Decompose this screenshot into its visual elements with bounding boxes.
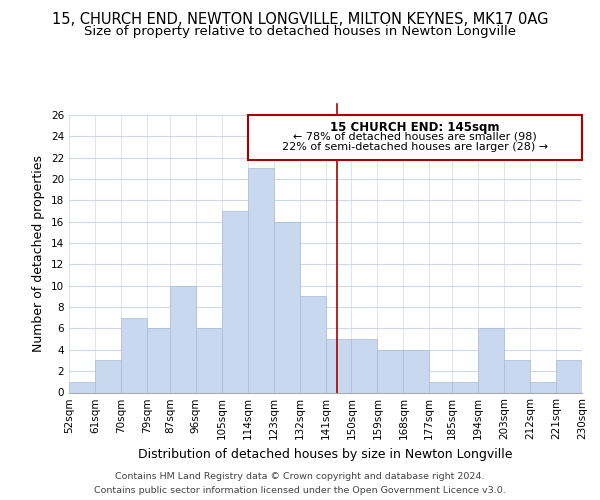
Text: 15 CHURCH END: 145sqm: 15 CHURCH END: 145sqm xyxy=(330,121,500,134)
Bar xyxy=(556,360,582,392)
Bar xyxy=(248,168,274,392)
Bar xyxy=(196,328,222,392)
Bar xyxy=(478,328,504,392)
Y-axis label: Number of detached properties: Number of detached properties xyxy=(32,155,46,352)
Bar xyxy=(222,211,248,392)
Bar xyxy=(377,350,403,393)
Bar xyxy=(352,339,377,392)
Bar xyxy=(452,382,478,392)
Bar xyxy=(299,296,325,392)
Bar xyxy=(429,382,452,392)
Text: 22% of semi-detached houses are larger (28) →: 22% of semi-detached houses are larger (… xyxy=(282,142,548,152)
Text: Size of property relative to detached houses in Newton Longville: Size of property relative to detached ho… xyxy=(84,25,516,38)
Bar xyxy=(530,382,556,392)
Bar xyxy=(248,115,582,160)
Text: 15, CHURCH END, NEWTON LONGVILLE, MILTON KEYNES, MK17 0AG: 15, CHURCH END, NEWTON LONGVILLE, MILTON… xyxy=(52,12,548,28)
Bar xyxy=(582,382,600,392)
Bar xyxy=(325,339,352,392)
Bar xyxy=(147,328,170,392)
X-axis label: Distribution of detached houses by size in Newton Longville: Distribution of detached houses by size … xyxy=(138,448,513,461)
Bar xyxy=(274,222,299,392)
Bar xyxy=(504,360,530,392)
Text: Contains public sector information licensed under the Open Government Licence v3: Contains public sector information licen… xyxy=(94,486,506,495)
Text: ← 78% of detached houses are smaller (98): ← 78% of detached houses are smaller (98… xyxy=(293,132,537,141)
Bar xyxy=(170,286,196,393)
Bar xyxy=(121,318,147,392)
Bar xyxy=(95,360,121,392)
Bar xyxy=(403,350,429,393)
Text: Contains HM Land Registry data © Crown copyright and database right 2024.: Contains HM Land Registry data © Crown c… xyxy=(115,472,485,481)
Bar xyxy=(69,382,95,392)
